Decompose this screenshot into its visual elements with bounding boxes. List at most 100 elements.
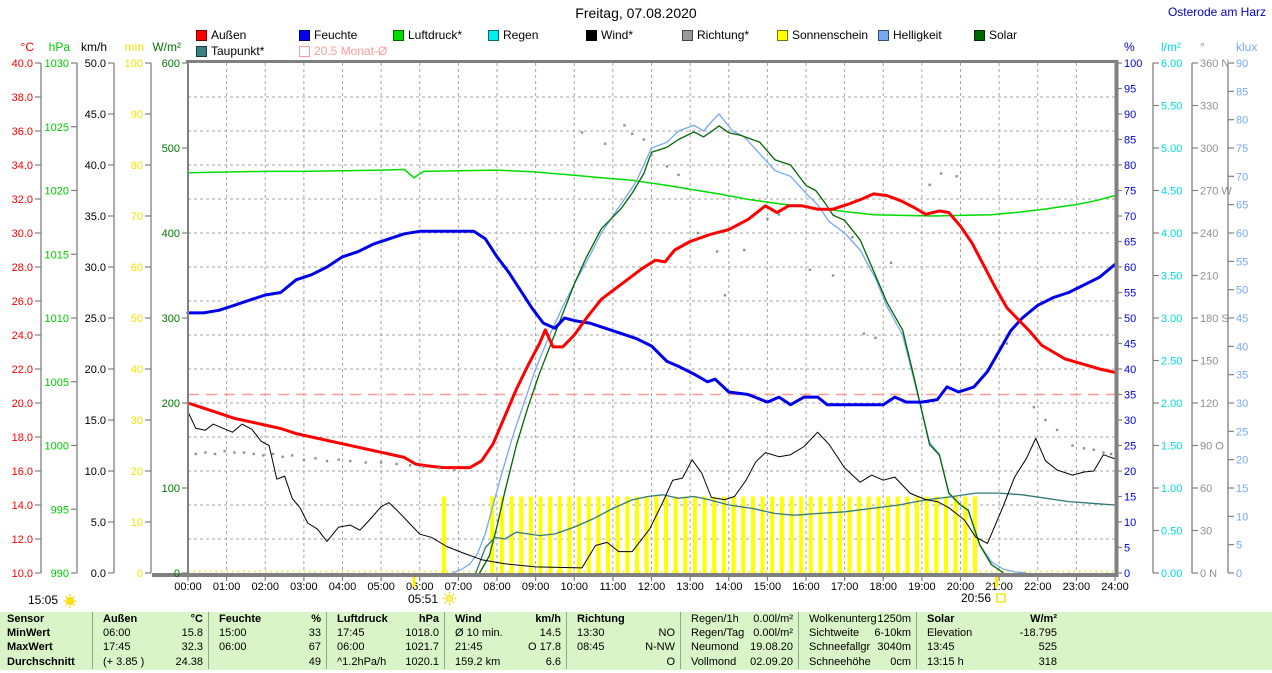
richtung-dot [1044, 418, 1047, 422]
axis-tick-label: 3.00 [1161, 313, 1182, 325]
axis-tick-label: 20.0 [12, 398, 33, 410]
richtung-dot [874, 336, 877, 340]
richtung-dot [302, 458, 306, 461]
table-filler [1062, 612, 1272, 626]
legend-item-1-7: Helligkeit [878, 28, 942, 42]
x-tick-label: 12:00 [638, 581, 666, 593]
table-filler [1062, 626, 1272, 640]
axis-tick-label: 300 [1200, 143, 1218, 155]
table-cell-label: Richtung [577, 613, 625, 626]
axis-tick-label: 40.0 [12, 58, 33, 70]
richtung-dot [408, 464, 412, 467]
axis-tick-label: 100 [1124, 58, 1142, 70]
axis-tick-label: 65 [1124, 237, 1136, 249]
sunshine-bar [606, 496, 611, 573]
axis-tick-label: 26.0 [12, 296, 33, 308]
axis-tick-label: 30 [1124, 415, 1136, 427]
table-cell-label: 13:15 h [927, 655, 964, 668]
legend-swatch [586, 29, 597, 41]
axis-tick-label: 50 [1236, 285, 1248, 297]
axis-unit-label: klux [1236, 40, 1257, 54]
table-row-label: Sensor [7, 613, 45, 626]
legend-swatch [974, 29, 985, 41]
axis-tick-label: 0 [1236, 568, 1242, 580]
x-tick-label: 22:00 [1024, 581, 1052, 593]
series-taupunkt [475, 492, 1116, 574]
sunshine-total: 15:05 [28, 592, 78, 608]
axis-unit-label: °C [21, 40, 35, 54]
axis-tick-label: 0.50 [1161, 526, 1182, 538]
sunshine-bar [760, 496, 765, 573]
sunshine-bar [828, 496, 833, 573]
richtung-dot [437, 466, 441, 470]
table-cell-luftdruck: 06:00 1021.7 [326, 640, 444, 655]
table-cell-richtung: 08:45 N-NW [566, 640, 680, 655]
richtung-dot [314, 457, 317, 460]
table-cell-label: Regen/1h [691, 613, 739, 626]
richtung-dot [580, 131, 584, 134]
richtung-dot [723, 294, 727, 297]
sunshine-bar [625, 496, 630, 573]
axis-tick-label: 30.0 [85, 262, 106, 274]
table-cell-atmos: Sichtweite 6-10km [798, 626, 916, 641]
axes-right: %051015202530354045505560657075808590951… [1118, 40, 1257, 580]
axis-tick-label: 60 [131, 262, 143, 274]
axis-tick-label: 60 [1236, 228, 1248, 240]
axis-tick-label: 75 [1236, 143, 1248, 155]
axis-tick-label: 330 [1200, 101, 1218, 113]
sunshine-bar [692, 496, 697, 573]
sunshine-bar [663, 496, 668, 573]
table-cell-value: hPa [418, 613, 439, 626]
axis-tick-label: 95 [1124, 84, 1136, 96]
axis-tick-label: 35 [1124, 390, 1136, 402]
axis-tick-label: 5 [1236, 540, 1242, 552]
richtung-dot [395, 462, 398, 466]
axis-tick-label: 70 [131, 211, 143, 223]
axis-tick-label: 15 [1236, 483, 1248, 495]
table-cell-value: 525 [1038, 641, 1057, 654]
table-row-label: MinWert [7, 627, 51, 640]
axis-tick-label: 3.50 [1161, 271, 1182, 283]
axis-tick-label: 1015 [45, 249, 69, 261]
page-title: Freitag, 07.08.2020 [575, 5, 697, 21]
richtung-dot [252, 452, 255, 456]
axis-tick-label: 75 [1124, 186, 1136, 198]
table-cell-value: 19.08.20 [750, 641, 793, 654]
richtung-dot [271, 452, 275, 456]
axis-tick-label: 1030 [45, 58, 69, 70]
axis-tick-label: 16.0 [12, 466, 33, 478]
table-cell-label: 06:00 [337, 641, 365, 654]
sunshine-bar [644, 496, 649, 573]
x-tick-label: 20:00 [947, 581, 975, 593]
table-cell-label: Außen [103, 613, 138, 626]
axis-tick-label: 45.0 [85, 109, 106, 121]
axis-tick-label: 0 N [1200, 568, 1217, 580]
richtung-dot [453, 468, 456, 471]
axis-tick-label: 35 [1236, 370, 1248, 382]
sunshine-bars [188, 496, 1115, 573]
axis-tick-label: 90 [131, 109, 143, 121]
sunshine-bar [721, 496, 726, 573]
table-cell-value: °C [190, 613, 203, 626]
x-tick-label: 15:00 [754, 581, 782, 593]
richtung-dot [889, 261, 893, 264]
table-cell-aussen: Außen °C [92, 612, 208, 627]
table-cell-value: 1021.7 [405, 641, 439, 654]
axis-tick-label: 1.00 [1161, 483, 1182, 495]
axis-tick-label: 20 [1124, 466, 1136, 478]
legend-label: Feuchte [314, 28, 358, 42]
richtung-dot [665, 165, 669, 168]
axis-tick-label: 85 [1124, 135, 1136, 147]
axis-tick-label: 10.0 [12, 568, 33, 580]
axis-tick-label: 50 [131, 313, 143, 325]
x-tick-label: 11:00 [600, 581, 627, 593]
sunshine-bar [847, 496, 852, 573]
legend-swatch [878, 29, 889, 41]
table-cell-atmos: Schneehöhe 0cm [798, 654, 916, 669]
legend-label: Luftdruck* [408, 28, 463, 42]
table-cell-luftdruck: ^1.2hPa/h 1020.1 [326, 654, 444, 669]
axis-tick-label: 100 [125, 58, 143, 70]
table-cell-label: Wolkenunterg [809, 613, 877, 626]
sunshine-bar [731, 496, 736, 573]
axis-tick-label: 30 [131, 415, 143, 427]
